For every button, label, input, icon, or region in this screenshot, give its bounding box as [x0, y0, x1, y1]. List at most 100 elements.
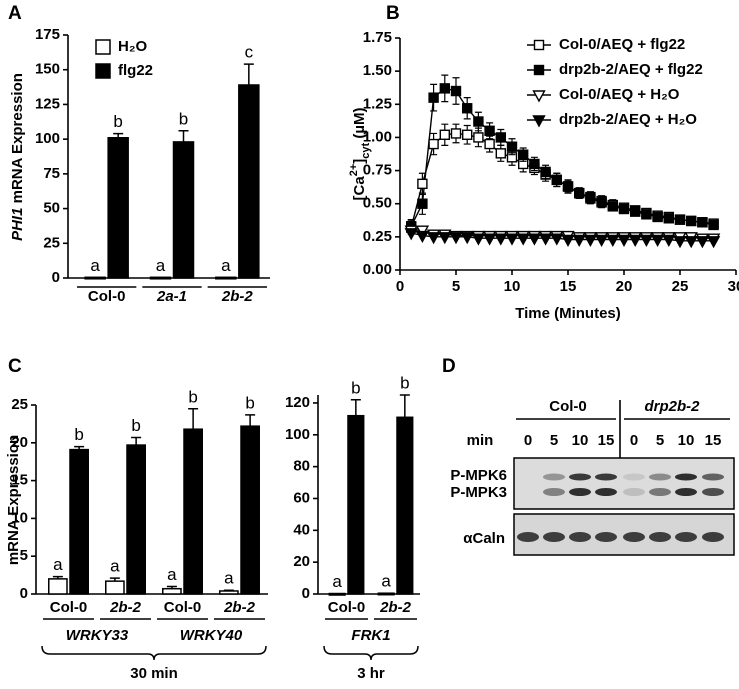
blot-band — [675, 473, 697, 481]
bracket — [323, 645, 419, 661]
x-tick-label: 2b-2 — [223, 599, 256, 616]
marker — [462, 103, 473, 114]
marker — [506, 141, 518, 152]
x-axis-title: Time (Minutes) — [515, 305, 621, 322]
x-tick-label: 0 — [396, 278, 404, 295]
marker — [450, 85, 462, 97]
marker — [428, 138, 439, 150]
y-tick-label: 0 — [20, 585, 28, 602]
significance-letter: b — [400, 373, 409, 392]
x-tick-label: 30 — [728, 278, 739, 295]
significance-letter: b — [74, 425, 83, 444]
blot-membrane — [513, 457, 735, 510]
marker — [540, 166, 551, 178]
legend-marker — [533, 64, 545, 76]
x-tick-label: 15 — [560, 278, 577, 295]
significance-letter: a — [90, 256, 100, 275]
marker — [417, 178, 428, 190]
blot-time: 5 — [656, 432, 664, 449]
y-axis-title-part: mRNA Expression — [9, 73, 26, 207]
marker — [594, 234, 609, 247]
significance-letter: a — [224, 569, 234, 588]
y-tick-label: 0 — [302, 585, 310, 602]
group-label: WRKY40 — [180, 627, 243, 644]
marker — [574, 187, 585, 199]
blot-band — [702, 532, 724, 542]
marker — [617, 234, 631, 247]
marker — [583, 234, 598, 247]
marker — [484, 138, 495, 150]
y-tick-label: 125 — [35, 95, 60, 112]
marker — [417, 198, 428, 209]
marker — [538, 233, 553, 246]
bracket-label: 30 min — [130, 665, 178, 682]
bar — [48, 578, 68, 595]
x-tick-label: Col-0 — [88, 288, 126, 305]
blot-time-label: min — [467, 432, 494, 449]
marker — [706, 236, 721, 249]
y-tick-label: 120 — [285, 394, 310, 411]
legend-marker — [532, 115, 546, 128]
marker — [473, 132, 484, 143]
marker — [674, 214, 686, 225]
bar — [183, 428, 203, 595]
blot-band — [649, 473, 671, 481]
marker — [404, 228, 418, 241]
marker — [606, 234, 620, 247]
blot-band — [675, 532, 697, 542]
blot-genotype: Col-0 — [549, 398, 587, 415]
marker — [686, 215, 697, 227]
error-bar — [52, 575, 63, 579]
bar — [69, 448, 89, 595]
blot-band — [595, 532, 617, 542]
significance-letter: b — [351, 378, 360, 397]
significance-letter: a — [167, 565, 177, 584]
marker — [495, 132, 506, 143]
blot-time: 0 — [524, 432, 532, 449]
marker — [684, 236, 698, 249]
marker — [618, 203, 630, 215]
blot: Col-0 drp2b-2 min 0 5 10 15 0 5 10 15 P-… — [450, 398, 735, 556]
blot-band — [543, 473, 565, 481]
blot-band — [649, 532, 671, 542]
legend-label: Col-0/AEQ + H₂O — [559, 86, 680, 103]
x-tick-label: 20 — [616, 278, 633, 295]
blot-row-label: P-MPK3 — [450, 484, 507, 501]
marker — [460, 232, 474, 245]
marker — [439, 83, 450, 94]
legend-swatch — [95, 39, 111, 55]
marker — [596, 197, 607, 208]
blot-band — [702, 488, 724, 496]
blot-time: 5 — [550, 432, 558, 449]
x-tick-label: Col-0 — [50, 599, 88, 616]
legend-swatch — [95, 63, 111, 79]
y-axis-title: mRNA Expression — [5, 435, 22, 565]
legend-marker — [532, 90, 546, 103]
marker — [529, 158, 540, 170]
marker — [494, 233, 508, 246]
bar — [107, 137, 129, 279]
marker — [415, 230, 430, 243]
marker — [562, 181, 574, 192]
series-line — [410, 87, 714, 227]
marker — [641, 209, 652, 220]
y-tick-label: 50 — [43, 200, 60, 217]
x-tick-label: 5 — [452, 278, 460, 295]
marker — [438, 232, 452, 245]
blot-band — [569, 488, 591, 496]
y-axis-title: PHI1 mRNA Expression — [9, 73, 26, 241]
y-axis-title-part: (µM) — [351, 108, 368, 143]
marker — [495, 148, 506, 159]
significance-letter: a — [156, 256, 166, 275]
marker — [697, 217, 708, 228]
bar — [240, 425, 260, 595]
marker — [484, 125, 495, 137]
marker — [516, 233, 530, 246]
legend-marker — [533, 39, 545, 51]
blot-band — [675, 488, 697, 496]
y-tick-label: 0.75 — [363, 162, 392, 179]
legend-label: drp2b-2/AEQ + H₂O — [559, 111, 697, 128]
marker — [426, 232, 441, 245]
significance-letter: b — [245, 393, 254, 412]
blot-time: 15 — [598, 432, 615, 449]
